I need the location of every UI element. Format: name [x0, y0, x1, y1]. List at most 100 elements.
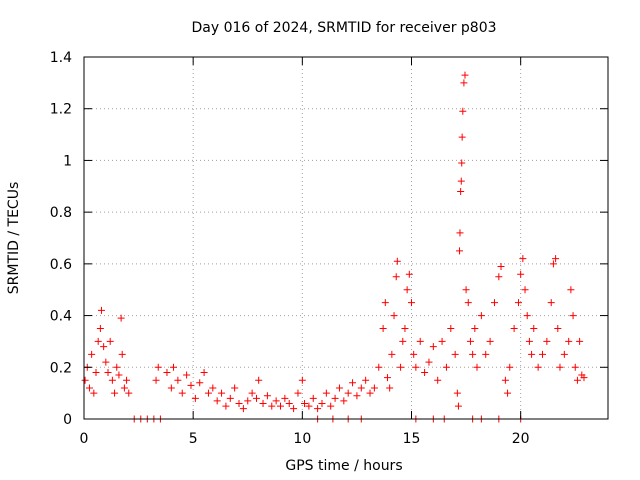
- data-point: [514, 299, 522, 307]
- data-point: [495, 273, 503, 281]
- data-point: [504, 389, 512, 397]
- data-point: [309, 394, 317, 402]
- x-tick-label: 15: [403, 431, 421, 447]
- data-point: [486, 337, 494, 345]
- data-point: [125, 389, 133, 397]
- data-point: [405, 270, 413, 278]
- data-point: [218, 389, 226, 397]
- data-point: [252, 394, 260, 402]
- data-point: [567, 286, 575, 294]
- data-point: [226, 394, 234, 402]
- y-tick-label: 0: [63, 412, 72, 428]
- data-point: [104, 368, 112, 376]
- data-point: [362, 376, 370, 384]
- y-tick-label: 0.4: [50, 309, 72, 325]
- data-point: [85, 384, 93, 392]
- data-point: [94, 337, 102, 345]
- data-point: [461, 71, 469, 79]
- x-tick-label: 5: [189, 431, 198, 447]
- data-point: [554, 325, 562, 332]
- data-point: [108, 376, 116, 384]
- data-point: [438, 337, 446, 345]
- data-point: [318, 399, 326, 407]
- data-point: [117, 314, 125, 322]
- data-point: [576, 337, 584, 345]
- data-point: [523, 312, 531, 320]
- data-point: [421, 368, 429, 376]
- data-point: [528, 350, 536, 358]
- data-point: [477, 312, 485, 320]
- data-point: [196, 379, 204, 387]
- data-point: [519, 255, 527, 263]
- data-point: [100, 343, 108, 351]
- data-point: [92, 368, 100, 376]
- data-point: [263, 392, 271, 400]
- data-point: [259, 399, 267, 407]
- data-point: [167, 384, 175, 392]
- y-tick-label: 1.4: [50, 50, 72, 66]
- data-point: [222, 402, 230, 410]
- data-point: [255, 376, 263, 384]
- data-point: [429, 343, 437, 351]
- y-tick-label: 0.2: [50, 360, 72, 376]
- data-point: [290, 405, 298, 413]
- data-point: [213, 397, 221, 405]
- data-point: [506, 363, 514, 371]
- data-point: [447, 325, 455, 332]
- data-point: [458, 159, 466, 167]
- data-point: [530, 325, 538, 332]
- data-point: [571, 363, 579, 371]
- data-point: [272, 397, 280, 405]
- data-point: [457, 177, 465, 185]
- data-point: [90, 389, 98, 397]
- data-point: [556, 363, 564, 371]
- data-points: [81, 71, 588, 423]
- data-point: [469, 350, 477, 358]
- data-point: [501, 376, 509, 384]
- data-point: [543, 337, 551, 345]
- data-point: [388, 350, 396, 358]
- data-point: [178, 389, 186, 397]
- data-point: [191, 394, 199, 402]
- data-point: [200, 368, 208, 376]
- data-point: [383, 374, 391, 382]
- data-point: [344, 389, 352, 397]
- data-point: [349, 379, 357, 387]
- data-point: [152, 376, 160, 384]
- data-point: [497, 262, 505, 270]
- data-point: [464, 299, 472, 307]
- data-point: [462, 286, 470, 294]
- data-point: [285, 399, 293, 407]
- data-point: [401, 325, 409, 332]
- data-point: [248, 389, 256, 397]
- data-point: [454, 402, 462, 410]
- x-axis-label: GPS time / hours: [285, 458, 402, 474]
- data-point: [408, 299, 415, 307]
- data-point: [456, 229, 464, 237]
- data-point: [187, 381, 195, 389]
- data-point: [106, 337, 114, 345]
- data-point: [88, 350, 96, 358]
- data-point: [123, 376, 131, 384]
- data-point: [525, 337, 533, 345]
- data-point: [209, 384, 217, 392]
- data-point: [466, 337, 474, 345]
- data-point: [392, 273, 400, 281]
- data-point: [547, 299, 555, 307]
- data-point: [521, 286, 529, 294]
- data-point: [442, 363, 450, 371]
- y-tick-label: 0.8: [50, 205, 72, 221]
- y-axis-label: SRMTID / TECUs: [6, 182, 22, 295]
- data-point: [390, 312, 398, 320]
- data-point: [549, 260, 557, 268]
- data-point: [331, 394, 339, 402]
- data-point: [416, 337, 424, 345]
- y-tick-label: 1: [63, 153, 72, 169]
- data-point: [370, 384, 378, 392]
- data-point: [403, 286, 411, 294]
- data-point: [482, 350, 490, 358]
- data-point: [96, 325, 104, 332]
- data-point: [81, 376, 89, 384]
- data-point: [458, 133, 466, 141]
